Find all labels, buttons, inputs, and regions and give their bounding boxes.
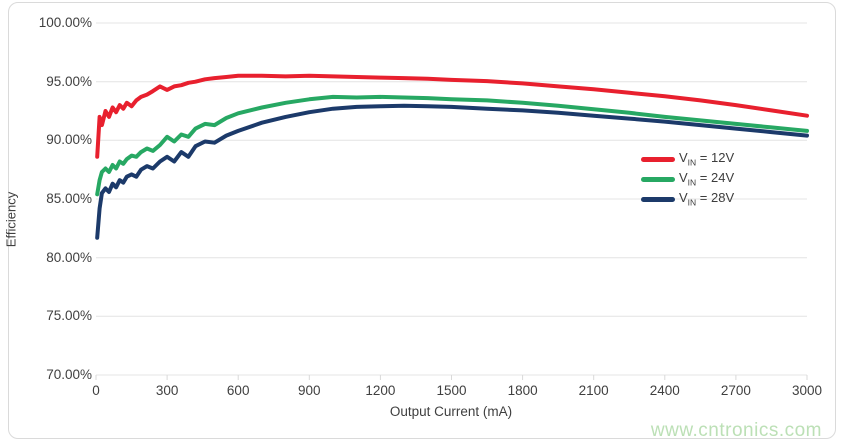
chart-card [8,2,836,439]
x-tick-label: 2100 [578,383,609,398]
y-tick-label: 100.00% [38,15,92,30]
legend-item: VIN = 12V [641,149,734,169]
legend-label: VIN = 12V [679,150,735,168]
y-tick-label: 90.00% [46,132,92,148]
y-tick-label: 75.00% [46,308,92,324]
x-axis-title: Output Current (mA) [389,404,513,419]
series-line-12v [95,73,809,159]
legend-swatch [641,176,675,182]
y-tick-label: 95.00% [46,73,92,89]
x-tick-label: 600 [226,383,250,398]
x-tick-label: 2700 [720,383,751,398]
series-line-24v [95,94,809,197]
x-tick-label: 2400 [649,383,680,398]
y-axis-title: Efficiency [3,191,19,248]
y-tick-label: 70.00% [46,367,92,382]
x-tick-label: 300 [155,383,179,398]
legend-swatch [641,196,675,202]
x-tick-label: 3000 [791,383,823,398]
legend: VIN = 12V VIN = 24V VIN = 28V [641,149,734,209]
x-tick-label: 0 [92,383,100,398]
series-line-28v [95,103,809,240]
x-tick-label: 1500 [436,383,467,398]
legend-item: VIN = 24V [641,169,734,189]
y-tick-label: 85.00% [46,191,92,206]
legend-label: VIN = 24V [679,170,735,188]
y-tick-label: 80.00% [46,249,92,265]
x-tick-label: 1800 [507,383,538,398]
x-tick-label: 900 [298,383,321,398]
legend-item: VIN = 28V [641,189,734,209]
legend-label: VIN = 28V [679,190,735,208]
watermark-text: www.cntronics.com [650,420,822,441]
x-tick-label: 1200 [365,383,396,398]
legend-swatch [641,156,675,162]
